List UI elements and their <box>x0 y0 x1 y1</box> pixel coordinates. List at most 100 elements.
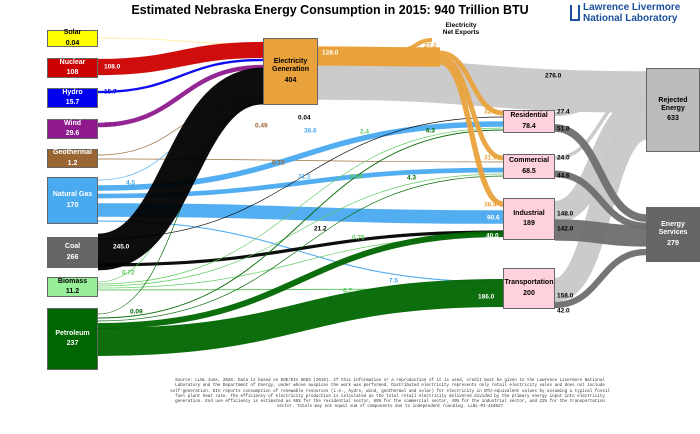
flow-label: 0.49 <box>255 123 268 130</box>
node-box: Coal 266 <box>47 237 98 268</box>
node-value: 29.6 <box>65 130 80 137</box>
node-name: Nuclear <box>59 58 86 66</box>
node-box: Industrial 189 <box>503 198 555 240</box>
node-value: 78.4 <box>522 122 536 130</box>
flow-label: 158.0 <box>557 293 574 300</box>
node-value: 200 <box>523 289 535 297</box>
flow-label: 36.4 <box>484 202 497 209</box>
node-value: 189 <box>523 220 535 227</box>
flow-label: 90.6 <box>487 215 500 222</box>
flow-label: 36.6 <box>304 128 317 135</box>
node-name: Wind <box>63 119 82 127</box>
node-name: Hydro <box>62 88 83 96</box>
node-box: Electricity Generation 404 <box>263 38 318 105</box>
logo-line: National Laboratory <box>583 12 678 24</box>
footnote: Source: LLNL June, 2020. Data is based o… <box>170 379 610 410</box>
flow <box>97 58 264 94</box>
node-value: 279 <box>667 239 679 247</box>
flow <box>317 58 647 113</box>
node-name: Electricity Generation <box>272 58 309 74</box>
node-name: Transportation <box>504 279 554 287</box>
flow <box>97 129 504 319</box>
flow-label: 24.0 <box>557 155 570 162</box>
flow-trunk <box>317 46 441 67</box>
node-value: 15.7 <box>65 99 80 106</box>
node-value: 108 <box>66 69 79 76</box>
node-name: Geothermal <box>53 149 92 157</box>
logo-line: Lawrence Livermore <box>583 2 681 13</box>
flow-label: 186.0 <box>478 294 495 301</box>
flow-label: 0.72 <box>122 270 135 277</box>
node-box: Nuclear 108 <box>47 58 98 78</box>
flow-label: 40.0 <box>486 233 499 240</box>
node-value: 11.2 <box>65 288 80 295</box>
flow-label: 21.2 <box>314 226 327 233</box>
node-value: 404 <box>284 76 297 84</box>
flow-label: 27.2 <box>424 43 437 50</box>
flow <box>439 59 504 207</box>
node-label: Electricity Net Exports <box>442 22 480 37</box>
flow <box>97 231 504 329</box>
flow-label: 108.0 <box>104 64 121 71</box>
node-name: Biomass <box>57 277 88 285</box>
node-box: Biomass 11.2 <box>47 277 98 297</box>
node-box: Energy Services 279 <box>646 207 700 262</box>
node-value: 170 <box>66 201 79 209</box>
flow <box>439 50 504 116</box>
logo: Lawrence Livermore National Laboratory <box>570 2 700 24</box>
node-name: Residential <box>510 112 548 120</box>
flow <box>97 64 264 128</box>
flow-label: 15.7 <box>104 89 117 96</box>
flow-label: 0.04 <box>298 115 311 122</box>
flow-label: 4.5 <box>126 180 135 187</box>
flow-label: 148.0 <box>557 211 574 218</box>
node-name: Commercial <box>508 157 550 165</box>
flow-label: 32.5 <box>484 109 497 116</box>
flow-label: 4.3 <box>407 175 416 182</box>
node-name: Natural Gas <box>52 191 93 199</box>
flow-label: 0.64 <box>350 174 363 181</box>
chart-title: Estimated Nebraska Energy Consumption in… <box>131 3 529 17</box>
node-box: Rejected Energy 633 <box>646 68 700 152</box>
flow <box>97 173 504 287</box>
flow-label: 44.6 <box>557 173 570 180</box>
node-value: 266 <box>66 253 79 261</box>
flow-label: 245.0 <box>113 244 130 251</box>
flow-label: 6.3 <box>426 128 435 135</box>
node-value: 0.04 <box>65 39 80 47</box>
flow <box>96 67 265 271</box>
node-name: Coal <box>64 243 81 251</box>
flow <box>554 170 647 230</box>
node-box: Commercial 68.5 <box>503 154 555 179</box>
flow-label: 27.4 <box>557 109 570 116</box>
node-box: Solar 0.04 <box>47 29 98 47</box>
flow <box>97 279 504 356</box>
flow-label: 31.9 <box>484 155 497 162</box>
node-value: 633 <box>667 115 679 123</box>
flow-label: 6.7 <box>343 288 352 295</box>
node-name: Petroleum <box>55 329 90 337</box>
node-box: Natural Gas 170 <box>47 177 98 224</box>
flow <box>97 175 504 322</box>
flow <box>554 219 647 247</box>
flow-label: 29.6 <box>104 122 117 129</box>
node-value: 68.5 <box>522 167 536 175</box>
flow <box>554 124 647 222</box>
node-name: Industrial <box>513 209 545 217</box>
node-box: Transportation 200 <box>503 268 555 309</box>
flow <box>554 248 647 309</box>
flow <box>97 41 264 76</box>
flow-label: 31.1 <box>298 174 311 181</box>
node-box: Geothermal 1.2 <box>47 149 98 168</box>
node-value: 237 <box>66 340 79 347</box>
node-name: Rejected Energy <box>658 96 688 112</box>
flow-label: 7.5 <box>389 278 398 285</box>
flow-label: 0.09 <box>130 309 143 316</box>
flow <box>97 127 504 285</box>
flow <box>552 116 649 302</box>
flow-label: 2.4 <box>360 129 369 136</box>
node-name: Energy Services <box>658 221 688 237</box>
node-box: Wind 29.6 <box>47 119 98 139</box>
